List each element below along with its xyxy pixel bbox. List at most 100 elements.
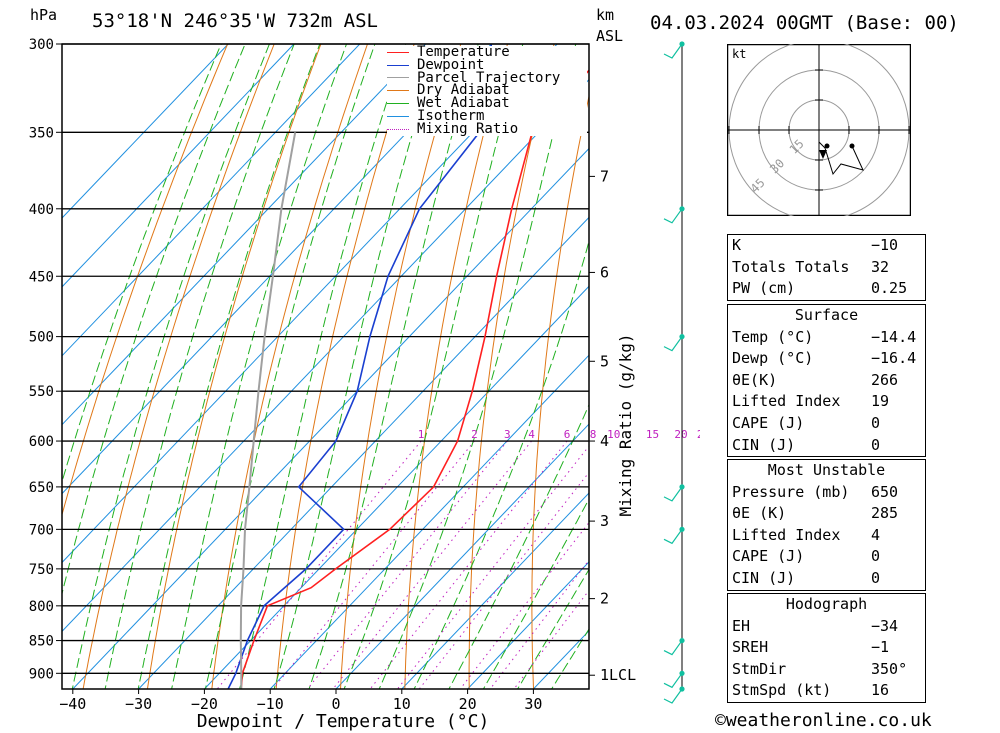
pressure-unit-label: hPa [30, 6, 58, 24]
mixing-ratio-line [272, 440, 475, 689]
pressure-tick-label: 600 [29, 434, 54, 450]
wet-adiabat-line [62, 44, 222, 484]
wet-adiabat-line [71, 44, 270, 689]
dry-adiabat-line [652, 44, 695, 692]
height-axis: 7 6 5 4 3 2 1LCL [589, 167, 636, 684]
k-index-value: −10 [871, 236, 899, 254]
most-unstable-label: CAPE (J) [732, 547, 805, 566]
pressure-axis: 300 350 400 450 500 550 600 650 700 750 800 850 900 [29, 37, 62, 682]
mixing-ratio-label: 8 [590, 428, 597, 441]
wet-adiabat-line [171, 44, 347, 689]
most-unstable-row: Lifted Index 4 [728, 525, 925, 547]
hodograph-row: StmDir 350° [728, 659, 925, 681]
totals-totals-row: Totals Totals 32 [728, 257, 925, 279]
hodograph-value: −34 [871, 616, 899, 635]
isotherm-line [599, 44, 700, 689]
dry-adiabat-line [468, 44, 555, 689]
isotherm-line [62, 44, 295, 288]
dry-adiabat-line [531, 94, 589, 689]
wind-barb [663, 528, 683, 545]
pressure-tick-label: 550 [29, 384, 54, 400]
pressure-tick-label: 750 [29, 562, 54, 578]
surface-label: θE(K) [732, 370, 778, 389]
x-axis-title: Dewpoint / Temperature (°C) [197, 711, 490, 732]
legend-swatch [387, 77, 409, 79]
temperature-tick-label: 20 [459, 695, 477, 713]
wet-adiabat-line [448, 403, 589, 689]
most-unstable-row: θE (K) 285 [728, 503, 925, 525]
series-temperature [240, 69, 589, 689]
temperature-axis: −40 −30 −20 −10 0 10 20 30 [59, 689, 542, 713]
isotherm-line [62, 44, 426, 426]
pressure-tick-label: 850 [29, 634, 54, 650]
isotherm-line [138, 216, 589, 689]
wind-barb [663, 43, 683, 59]
height-tick-label: 1LCL [600, 666, 636, 684]
legend-swatch [387, 51, 409, 53]
most-unstable-value: 4 [871, 525, 881, 544]
isobars [62, 43, 589, 674]
most-unstable-label: θE (K) [732, 504, 787, 523]
mixing-ratio-label: 1 [418, 428, 425, 441]
height-tick-label: 6 [600, 263, 609, 281]
legend-swatch [387, 90, 409, 92]
legend-swatch [387, 115, 409, 117]
legend-item: Dry Adiabat [387, 84, 587, 97]
wind-barb [663, 486, 683, 502]
wet-adiabat-line [482, 497, 589, 689]
surface-value: 0 [871, 435, 881, 454]
height-tick-label: 3 [600, 512, 609, 530]
km-unit-label: km [596, 6, 615, 24]
isotherm-line [62, 44, 229, 219]
hodograph-value: −1 [871, 638, 890, 657]
legend-label: Temperature [417, 44, 510, 60]
height-tick-label: 7 [600, 167, 609, 185]
temperature-tick-label: −20 [191, 695, 218, 713]
legend-label: Parcel Trajectory [417, 69, 561, 86]
surface-row: Dewp (°C) −16.4 [728, 348, 925, 370]
legend-item: Wet Adiabat [387, 96, 587, 110]
hodograph-point [849, 143, 855, 149]
hodograph-value: 350° [871, 659, 908, 678]
dry-adiabat-line [146, 44, 322, 689]
most-unstable-row: CAPE (J) 0 [728, 546, 925, 568]
surface-label: Dewp (°C) [732, 349, 814, 368]
surface-value: 266 [871, 370, 899, 389]
hodograph-label: StmSpd (kt) [732, 681, 832, 700]
pressure-tick-label: 700 [29, 522, 54, 538]
mixing-ratio-line [418, 471, 589, 689]
legend-item: Temperature [387, 44, 587, 60]
hodograph-unit: kt [732, 47, 746, 61]
pw-label: PW (cm) [732, 279, 796, 298]
most-unstable-value: 0 [871, 568, 881, 587]
legend-item: Dewpoint [387, 58, 587, 72]
most-unstable-value: 0 [871, 547, 881, 566]
isotherm-line [269, 354, 589, 689]
pressure-tick-label: 450 [29, 269, 54, 285]
storm-motion-marker [819, 150, 827, 159]
temperature-tick-label: 0 [331, 695, 340, 713]
most-unstable-title: Most Unstable [767, 461, 886, 479]
surface-row: CAPE (J) 0 [728, 413, 925, 435]
copyright-link[interactable]: ©weatheronline.co.uk [715, 710, 932, 731]
totals-totals-value: 32 [871, 257, 890, 276]
legend-item: Isotherm [387, 109, 587, 123]
legend-swatch [387, 64, 409, 66]
dry-adiabat-line [82, 44, 275, 689]
mixing-ratio-label: 20 [674, 428, 687, 441]
most-unstable-label: Pressure (mb) [732, 482, 850, 501]
dry-adiabat-line [275, 44, 415, 689]
mixing-ratio-axis-title: Mixing Ratio (g/kg) [616, 333, 635, 516]
chart-legend: Temperature Dewpoint Parcel Trajectory Dry … [387, 44, 587, 136]
legend-swatch [387, 128, 409, 130]
hodograph-point [824, 143, 830, 149]
most-unstable-table: Most Unstable Pressure (mb) 650 θE (K) 285 L… [727, 459, 926, 591]
most-unstable-row: Pressure (mb) 650 [728, 482, 925, 504]
wind-barb [663, 336, 683, 352]
wet-adiabat-line [137, 44, 321, 689]
hodograph-value: 16 [871, 681, 890, 700]
surface-row: CIN (J) 0 [728, 435, 925, 457]
wet-adiabat-line [413, 239, 589, 689]
legend-swatch [387, 103, 409, 105]
most-unstable-row: CIN (J) 0 [728, 568, 925, 590]
